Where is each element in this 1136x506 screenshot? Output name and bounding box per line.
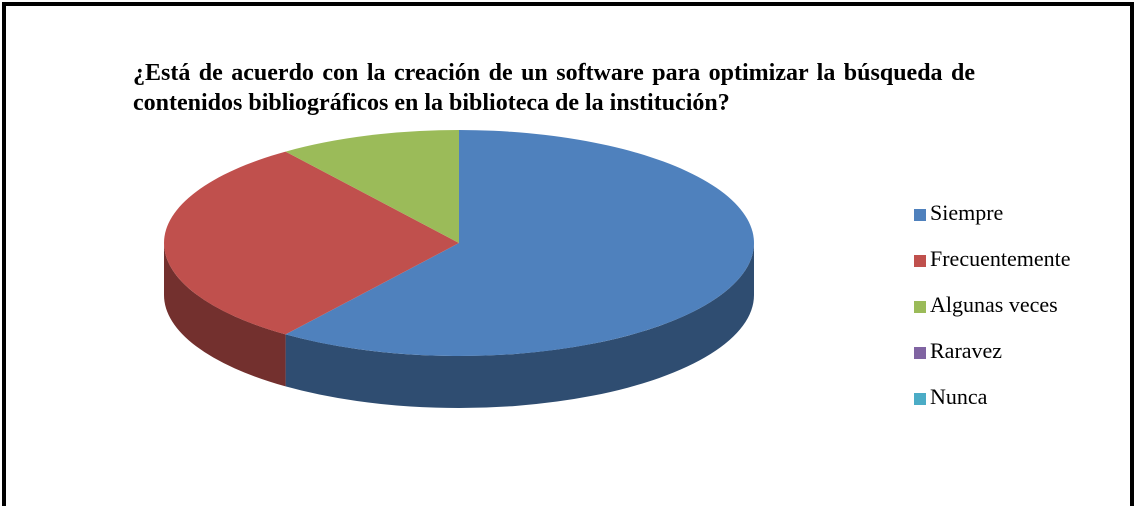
legend-label: Algunas veces [930,292,1058,317]
slice [285,130,755,357]
chart-title: ¿Está de acuerdo con la creación de un s… [133,60,975,116]
legend-swatch [914,347,926,359]
legend-label: Nunca [930,384,988,409]
legend-swatch [914,301,926,313]
legend-swatch [914,393,926,405]
slice [285,130,459,243]
slice-side [164,243,286,387]
legend-label: Frecuentemente [930,246,1071,271]
slice-side [285,243,754,408]
legend-swatch [914,209,926,221]
legend-swatch [914,255,926,267]
legend-label: Siempre [930,200,1003,225]
legend-label: Raravez [930,338,1002,363]
slice [164,151,459,335]
